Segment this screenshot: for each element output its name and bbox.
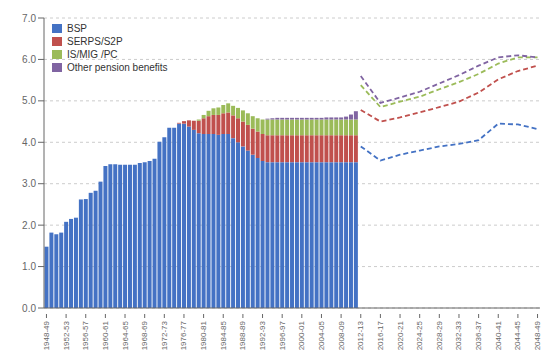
svg-text:7.0: 7.0 <box>22 13 36 24</box>
svg-text:1964-65: 1964-65 <box>121 320 130 350</box>
svg-text:6.0: 6.0 <box>22 54 36 65</box>
svg-text:1968-69: 1968-69 <box>140 320 149 350</box>
svg-text:2032-33: 2032-33 <box>454 320 463 350</box>
svg-text:2004-05: 2004-05 <box>317 320 326 350</box>
svg-text:3.0: 3.0 <box>22 178 36 189</box>
svg-text:2040-41: 2040-41 <box>494 320 503 350</box>
svg-text:2048-49: 2048-49 <box>533 320 542 350</box>
svg-text:2024-25: 2024-25 <box>415 320 424 350</box>
html-text:IS/MIG /PC: IS/MIG /PC <box>67 49 118 60</box>
svg-text:5.0: 5.0 <box>22 95 36 106</box>
svg-text:2028-29: 2028-29 <box>435 320 444 350</box>
svg-text:0.0: 0.0 <box>22 303 36 314</box>
svg-text:1984-85: 1984-85 <box>219 320 228 350</box>
svg-text:2000-01: 2000-01 <box>297 320 306 350</box>
svg-text:2.0: 2.0 <box>22 220 36 231</box>
svg-text:1972-73: 1972-73 <box>160 320 169 350</box>
svg-text:1956-57: 1956-57 <box>81 320 90 350</box>
svg-text:1952-53: 1952-53 <box>62 320 71 350</box>
svg-text:4.0: 4.0 <box>22 137 36 148</box>
svg-text:1988-89: 1988-89 <box>238 320 247 350</box>
svg-text:2036-37: 2036-37 <box>474 320 483 350</box>
svg-text:1976-77: 1976-77 <box>179 320 188 350</box>
svg-text:2008-09: 2008-09 <box>337 320 346 350</box>
svg-text:1.0: 1.0 <box>22 261 36 272</box>
svg-text:1992-93: 1992-93 <box>258 320 267 350</box>
svg-text:2016-17: 2016-17 <box>376 320 385 350</box>
html-text:BSP: BSP <box>67 23 87 34</box>
svg-text:2044-45: 2044-45 <box>513 320 522 350</box>
html-text:SERPS/S2P: SERPS/S2P <box>67 36 123 47</box>
svg-text:2012-13: 2012-13 <box>356 320 365 350</box>
svg-text:1948-49: 1948-49 <box>42 320 51 350</box>
svg-text:2020-21: 2020-21 <box>396 320 405 350</box>
html-text:Other pension benefits: Other pension benefits <box>67 62 168 73</box>
svg-text:1960-61: 1960-61 <box>101 320 110 350</box>
svg-text:1980-81: 1980-81 <box>199 320 208 350</box>
svg-text:1996-97: 1996-97 <box>278 320 287 350</box>
